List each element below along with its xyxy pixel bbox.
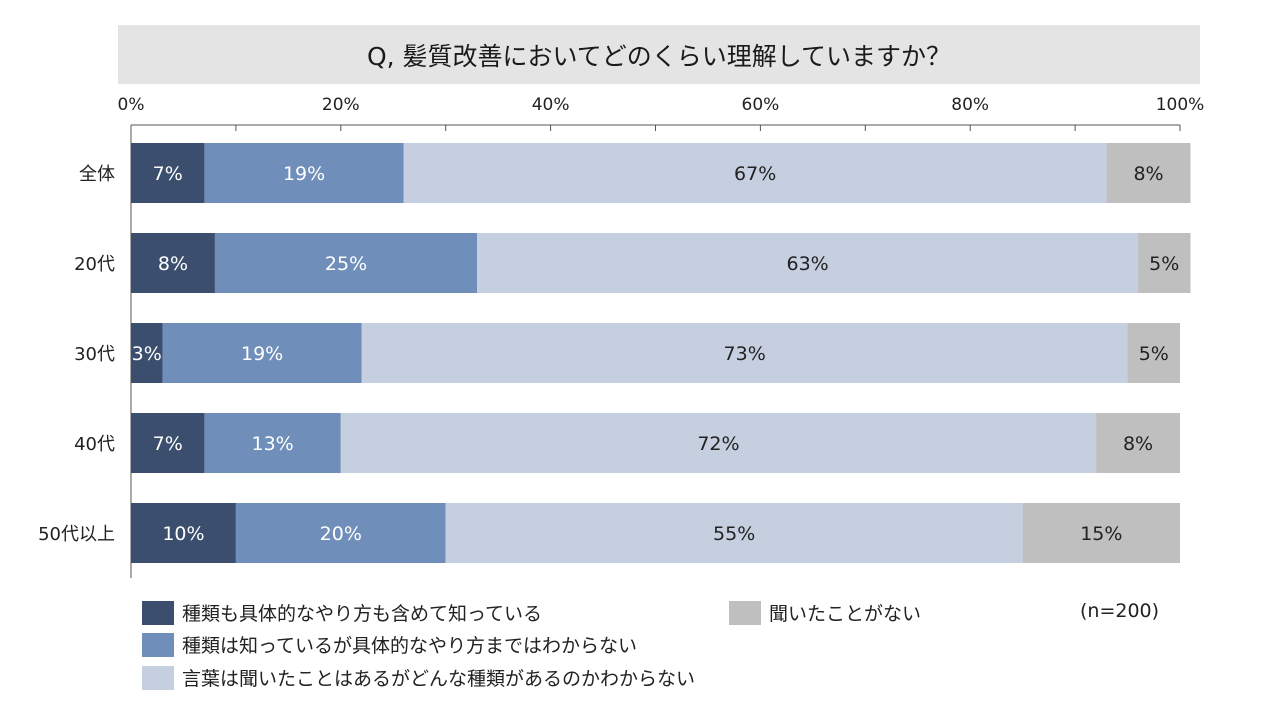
bar-segment: [445, 503, 1023, 563]
legend-label: 言葉は聞いたことはあるがどんな種類があるのかわからない: [182, 668, 696, 690]
bar-segment: [1096, 413, 1180, 473]
bar-segment: [214, 233, 478, 293]
data-label: 5%: [1139, 343, 1169, 365]
bar-segment: [131, 143, 205, 203]
x-tick-label: 60%: [742, 95, 780, 115]
bar-segment: [204, 143, 404, 203]
bar-segment: [361, 323, 1128, 383]
x-tick-label: 20%: [322, 95, 360, 115]
bar-segment: [477, 233, 1139, 293]
legend-label: 種類も具体的なやり方も含めて知っている: [182, 603, 543, 625]
legend-swatch: [142, 600, 174, 625]
data-label: 63%: [786, 253, 828, 275]
data-label: 55%: [713, 523, 755, 545]
category-label: 50代以上: [38, 524, 115, 545]
x-tick-label: 100%: [1156, 95, 1205, 115]
data-label: 67%: [734, 163, 776, 185]
data-label: 10%: [162, 523, 204, 545]
bar-segment: [131, 413, 205, 473]
data-label: 3%: [132, 343, 162, 365]
legend-item-types-only: 種類は知っているが具体的なやり方まではわからない: [142, 631, 637, 658]
data-label: 7%: [153, 163, 183, 185]
bar-segment: [1022, 503, 1180, 563]
category-label: 全体: [79, 164, 115, 185]
bar-segment: [1106, 143, 1191, 203]
data-label: 72%: [697, 433, 739, 455]
legend-swatch: [729, 600, 761, 625]
data-label: 8%: [158, 253, 188, 275]
data-label: 19%: [283, 163, 325, 185]
category-label: 20代: [74, 254, 115, 275]
legend-item-never-heard: 聞いたことがない: [729, 599, 921, 626]
data-label: 19%: [241, 343, 283, 365]
data-label: 8%: [1123, 433, 1153, 455]
bar-segment: [340, 413, 1097, 473]
bar-segment: [131, 233, 215, 293]
data-label: 20%: [320, 523, 362, 545]
data-label: 25%: [325, 253, 367, 275]
bar-segment: [235, 503, 446, 563]
bar-segment: [403, 143, 1107, 203]
legend-item-word-only: 言葉は聞いたことはあるがどんな種類があるのかわからない: [142, 664, 695, 691]
data-label: 73%: [724, 343, 766, 365]
data-label: 8%: [1133, 163, 1163, 185]
legend-item-full-knowledge: 種類も具体的なやり方も含めて知っている: [142, 599, 542, 626]
bar-segment: [204, 413, 341, 473]
legend-swatch: [142, 665, 174, 690]
data-label: 5%: [1149, 253, 1179, 275]
x-tick-label: 80%: [951, 95, 989, 115]
bar-segment: [131, 503, 236, 563]
data-label: 13%: [251, 433, 293, 455]
data-label: 7%: [153, 433, 183, 455]
legend-label: 聞いたことがない: [769, 603, 922, 625]
bar-segment: [162, 323, 362, 383]
bar-segment: [1127, 323, 1180, 383]
chart-plot: 0% 20% 40% 60% 80% 100% 全体 7% 19% 67% 8% 20代 8% 25% 63…: [38, 95, 1205, 578]
chart-title: Q, 髪質改善においてどのくらい理解していますか？: [366, 41, 952, 71]
bar-segment: [1138, 233, 1191, 293]
legend-swatch: [142, 632, 174, 657]
category-label: 30代: [74, 344, 115, 365]
data-label: 15%: [1080, 523, 1122, 545]
legend-label: 種類は知っているが具体的なやり方まではわからない: [182, 635, 638, 657]
sample-size-note: (n=200): [1080, 600, 1160, 622]
x-tick-label: 0%: [118, 95, 145, 115]
title-band: Q, 髪質改善においてどのくらい理解していますか？: [118, 25, 1200, 84]
category-label: 40代: [74, 434, 115, 455]
x-tick-label: 40%: [532, 95, 570, 115]
bar-segment: [131, 323, 163, 383]
